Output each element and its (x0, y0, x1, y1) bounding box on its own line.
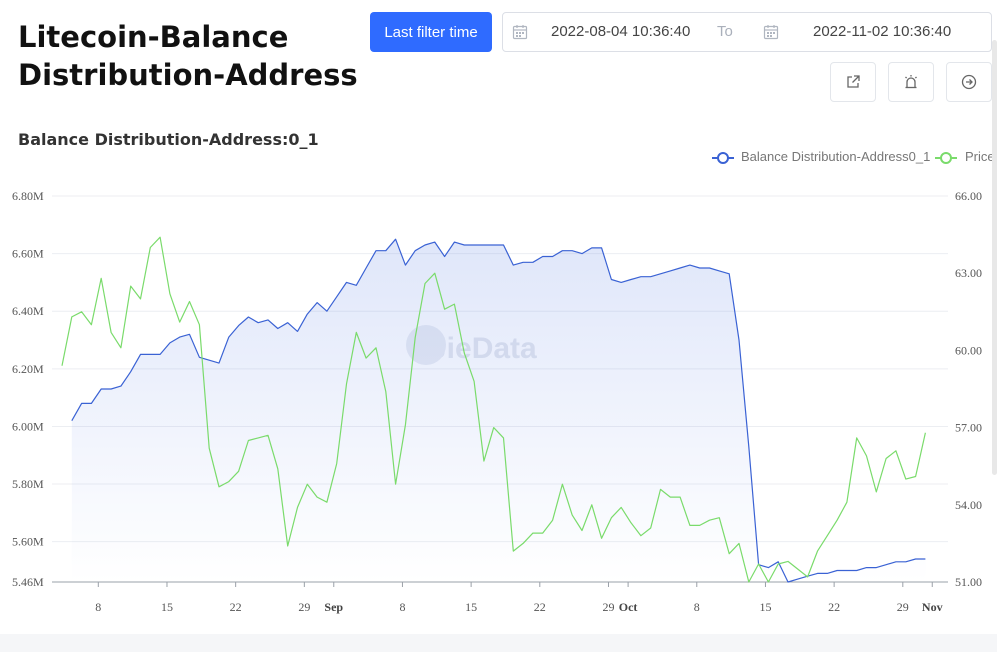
series-line-balance[interactable] (71, 238, 926, 583)
y-left-tick-label: 6.00M (12, 419, 44, 433)
scrollbar[interactable] (992, 40, 997, 475)
y-left-tick-label: 6.20M (12, 362, 44, 376)
x-tick-label: 8 (95, 600, 101, 614)
legend-label-balance[interactable]: Balance Distribution-Address0_1 (741, 149, 931, 164)
series-area-balance (71, 239, 926, 582)
x-tick-label: 29 (298, 600, 310, 614)
x-tick-label: Nov (922, 600, 943, 614)
start-date-input[interactable]: 2022-08-04 10:36:40 (551, 23, 691, 40)
end-date-input[interactable]: 2022-11-02 10:36:40 (813, 23, 952, 40)
calendar-icon (763, 25, 779, 40)
y-left-tick-label: 6.40M (12, 304, 44, 318)
y-right-tick-label: 51.00 (955, 575, 982, 589)
last-filter-time-button[interactable]: Last filter time (370, 12, 492, 52)
x-tick-label: 22 (534, 600, 546, 614)
next-button[interactable] (946, 62, 992, 102)
share-button[interactable] (830, 62, 876, 102)
x-tick-label: Sep (324, 600, 343, 614)
y-right-tick-label: 63.00 (955, 266, 982, 280)
share-icon (847, 75, 860, 88)
x-tick-label: 15 (161, 600, 173, 614)
page-title: Litecoin-Balance Distribution-Address (18, 20, 358, 92)
footer-band (0, 634, 997, 652)
x-tick-label: 22 (828, 600, 840, 614)
x-tick-label: 15 (759, 600, 771, 614)
series-line-price[interactable] (61, 236, 926, 583)
chart-subtitle: Balance Distribution-Address:0_1 (18, 130, 319, 149)
y-right-tick-label: 54.00 (955, 498, 982, 512)
y-left-tick-label: 5.60M (12, 535, 44, 549)
x-tick-label: 15 (465, 600, 477, 614)
legend-label-price[interactable]: Price (965, 149, 995, 164)
y-left-tick-label: 6.60M (12, 247, 44, 261)
y-right-tick-label: 57.00 (955, 421, 982, 435)
x-tick-label: 22 (230, 600, 242, 614)
legend-marker-balance (712, 152, 734, 164)
arrow-right-circle-icon (961, 74, 977, 90)
x-tick-label: 29 (602, 600, 614, 614)
date-range-picker[interactable]: 2022-08-04 10:36:40 To 2022-11-02 10:36:… (502, 12, 992, 52)
y-left-tick-label: 5.46M (12, 575, 44, 589)
range-separator: To (717, 23, 733, 40)
chart-canvas[interactable]: 6.80M 6.60M 6.40M 6.20M 6.00M 5.80M 5.60M 5.46M… (0, 170, 997, 620)
y-right-tick-label: 66.00 (955, 189, 982, 203)
x-tick-label: 8 (399, 600, 405, 614)
x-tick-label: 8 (694, 600, 700, 614)
legend-marker-price (935, 152, 957, 164)
x-tick-label: Oct (619, 600, 638, 614)
alarm-icon (905, 75, 917, 89)
y-left-tick-label: 5.80M (12, 477, 44, 491)
calendar-icon (512, 25, 528, 40)
y-right-tick-label: 60.00 (955, 343, 982, 357)
alarm-button[interactable] (888, 62, 934, 102)
y-left-tick-label: 6.80M (12, 189, 44, 203)
x-tick-label: 29 (897, 600, 909, 614)
